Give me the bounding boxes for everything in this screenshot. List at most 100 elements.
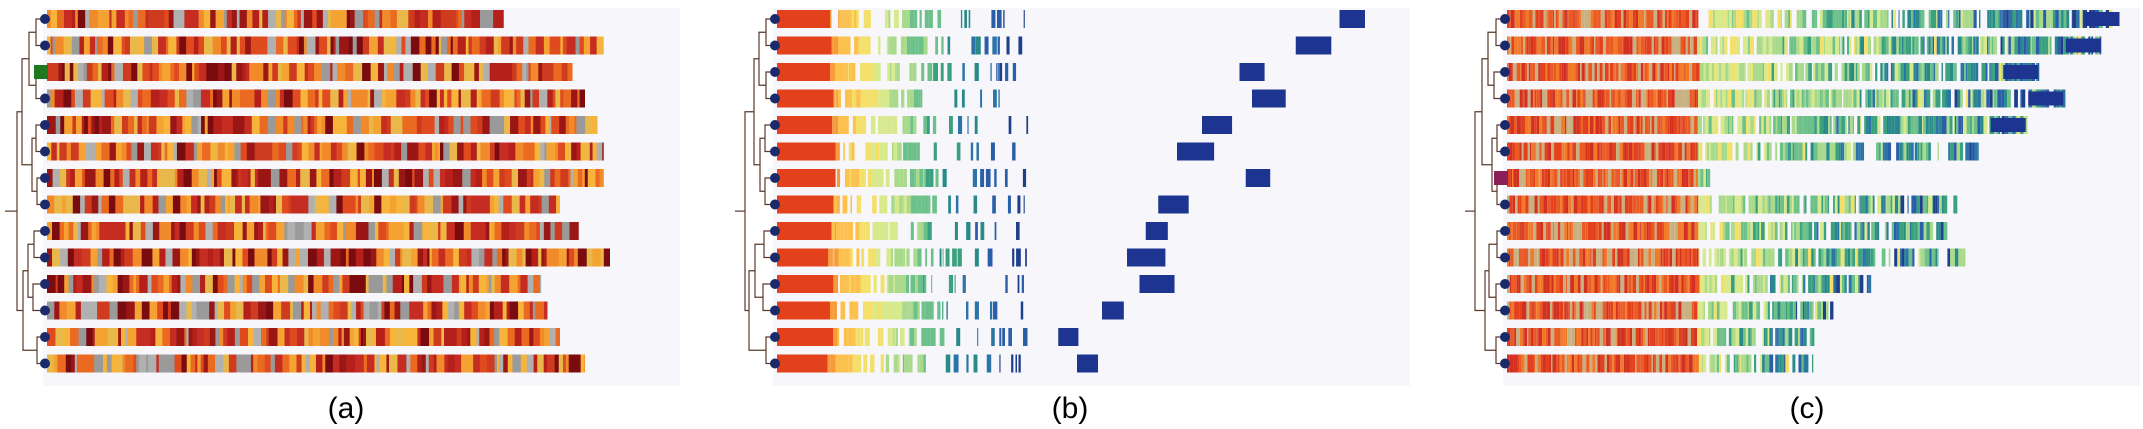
sequence-segment <box>1695 354 1699 373</box>
sequence-segment <box>1765 10 1767 28</box>
sequence-segment <box>1571 195 1573 214</box>
sequence-segment <box>263 222 267 240</box>
sequence-segment <box>355 354 365 373</box>
sequence-segment <box>1719 222 1724 240</box>
sequence-segment <box>504 116 511 134</box>
sequence-segment <box>1590 275 1592 293</box>
sequence-segment <box>1865 116 1869 134</box>
sequence-segment <box>496 354 500 373</box>
sequence-segment <box>1682 328 1685 346</box>
sequence-segment <box>1621 10 1624 28</box>
sequence-segment <box>1609 63 1614 81</box>
sequence-segment <box>1644 142 1649 161</box>
sequence-segment <box>2017 36 2021 55</box>
sequence-segment <box>1607 275 1610 293</box>
sequence-segment <box>1891 195 1894 214</box>
sequence-segment <box>1685 248 1688 267</box>
sequence-segment <box>1782 36 1785 55</box>
sequence-segment <box>333 301 341 320</box>
sequence-segment <box>518 169 528 187</box>
sequence-segment <box>1655 169 1658 187</box>
sequence-segment <box>1728 63 1732 81</box>
sequence-segment <box>1923 116 1925 134</box>
sequence-segment <box>1646 36 1651 55</box>
sequence-segment <box>1533 169 1536 187</box>
sequence-segment <box>121 36 126 55</box>
sequence-segment <box>923 354 926 373</box>
sequence-segment <box>1522 169 1526 187</box>
sequence-segment <box>1604 36 1606 55</box>
sequence-segment <box>225 222 235 240</box>
sequence-segment <box>1788 63 1790 81</box>
sequence-segment <box>1686 275 1689 293</box>
sequence-segment <box>1603 328 1605 346</box>
sequence-segment <box>1745 36 1749 55</box>
sequence-segment <box>353 142 358 161</box>
sequence-segment <box>1591 275 1595 293</box>
sequence-segment <box>1662 142 1666 161</box>
sequence-segment <box>590 36 595 55</box>
sequence-segment <box>179 89 187 108</box>
sequence-segment <box>971 36 976 55</box>
sequence-segment <box>236 354 243 373</box>
sequence-segment <box>393 169 400 187</box>
sequence-segment <box>1559 63 1562 81</box>
sequence-segment <box>1547 169 1551 187</box>
sequence-segment <box>837 36 843 55</box>
sequence-segment <box>1990 36 1992 55</box>
sequence-segment <box>1926 89 1931 108</box>
sequence-segment <box>113 36 123 55</box>
leaf-node <box>1500 93 1510 104</box>
sequence-segment <box>212 222 219 240</box>
sequence-segment <box>438 248 446 267</box>
sequence-segment <box>65 36 73 55</box>
sequence-segment <box>76 116 83 134</box>
sequence-segment <box>1947 89 1951 108</box>
sequence-segment <box>1670 328 1672 346</box>
sequence-segment <box>1516 275 1519 293</box>
sequence-segment <box>217 275 224 293</box>
sequence-segment <box>1805 63 1809 81</box>
sequence-segment <box>1572 36 1577 55</box>
sequence-segment <box>1510 275 1513 293</box>
sequence-segment <box>1685 36 1688 55</box>
sequence-segment <box>206 169 212 187</box>
sequence-segment <box>116 10 126 28</box>
sequence-segment <box>850 248 853 267</box>
sequence-segment <box>1678 89 1683 108</box>
sequence-segment <box>59 169 67 187</box>
sequence-segment <box>1678 275 1682 293</box>
sequence-segment <box>1627 301 1632 320</box>
sequence-segment <box>1640 10 1645 28</box>
sequence-segment <box>348 89 352 108</box>
sequence-segment <box>1850 63 1855 81</box>
sequence-segment <box>1673 354 1675 373</box>
sequence-segment <box>966 222 971 240</box>
sequence-segment <box>1722 301 1724 320</box>
sequence-segment <box>1904 248 1906 267</box>
sequence-segment <box>977 328 979 346</box>
sequence-segment <box>205 222 214 240</box>
sequence-segment <box>308 275 315 293</box>
sequence-segment <box>1557 10 1560 28</box>
sequence-segment <box>1650 10 1654 28</box>
sequence-segment <box>1659 169 1663 187</box>
sequence-segment <box>915 275 919 293</box>
sequence-segment <box>72 116 77 134</box>
sequence-segment <box>352 116 362 134</box>
sequence-segment <box>911 195 916 214</box>
sequence-segment <box>1835 116 1837 134</box>
sequence-segment <box>1690 116 1695 134</box>
sequence-segment <box>1760 36 1763 55</box>
sequence-segment <box>322 275 330 293</box>
sequence-segment <box>1649 328 1651 346</box>
sequence-segment <box>973 195 978 214</box>
sequence-segment <box>868 248 872 267</box>
sequence-segment <box>928 195 931 214</box>
sequence-segment <box>1668 89 1672 108</box>
sequence-segment <box>1606 354 1610 373</box>
sequence-segment <box>1834 63 1838 81</box>
sequence-segment <box>307 116 312 134</box>
sequence-segment <box>350 195 356 214</box>
sequence-segment <box>499 354 504 373</box>
